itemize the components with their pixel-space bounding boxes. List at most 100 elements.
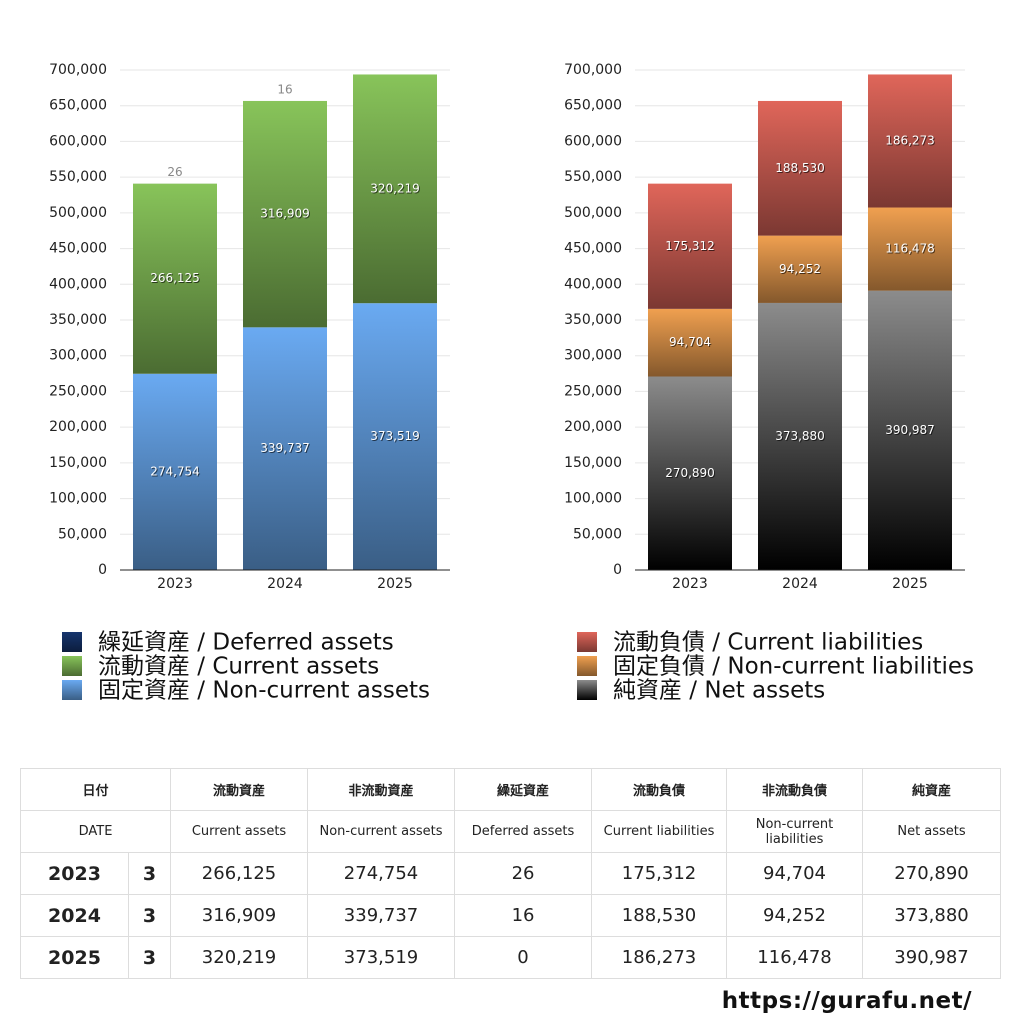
value-label: 316,909 — [260, 207, 310, 221]
value-label: 186,273 — [885, 133, 935, 147]
y-tick-label: 200,000 — [564, 419, 622, 435]
charts: 0 50,000 100,000 150,000 200,000 250,000 300,0… — [49, 62, 974, 704]
table-cell: 純資産 — [862, 768, 1002, 811]
legend-label: 流動負債 / Current liabilities — [613, 630, 923, 656]
table-cell: 94,252 — [726, 894, 864, 937]
table-cell: 373,880 — [862, 894, 1002, 937]
y-tick-label: 250,000 — [564, 383, 622, 399]
y-tick-label: 50,000 — [573, 526, 622, 542]
y-tick-label: 300,000 — [564, 348, 622, 364]
y-tick-label: 0 — [613, 562, 622, 578]
table-cell: 26 — [454, 852, 593, 895]
y-tick-label: 50,000 — [58, 526, 107, 542]
value-label-shadow: 373,880 — [776, 430, 826, 444]
legend-swatch — [577, 680, 597, 700]
y-tick-label: 200,000 — [49, 419, 107, 435]
bar-segment — [868, 74, 952, 208]
y-tick-label: 650,000 — [49, 98, 107, 114]
value-label-shadow: 274,754 — [151, 465, 201, 479]
x-tick-label: 2024 — [267, 576, 303, 592]
table-cell: Net assets — [862, 810, 1002, 853]
value-label-shadow: 339,737 — [261, 442, 311, 456]
header-row: DATE Current assets Non-current assets Defe… — [19, 810, 1002, 853]
legend-swatch — [577, 632, 597, 652]
table-cell: 2023 — [20, 852, 129, 895]
y-tick-label: 100,000 — [49, 491, 107, 507]
bar-segment — [648, 376, 732, 570]
y-tick-label: 350,000 — [564, 312, 622, 328]
y-tick-label: 400,000 — [49, 276, 107, 292]
y-tick-label: 600,000 — [564, 133, 622, 149]
bar-segment — [133, 373, 217, 570]
bar-segment — [243, 327, 327, 570]
y-tick-label: 450,000 — [564, 241, 622, 257]
value-label-shadow: 373,519 — [371, 430, 421, 444]
table-cell: 流動資産 — [170, 768, 309, 811]
x-tick-label: 2023 — [157, 576, 193, 592]
value-label: 188,530 — [775, 161, 825, 175]
bar-segment — [868, 207, 952, 291]
y-tick-label: 700,000 — [564, 62, 622, 78]
table-cell: 316,909 — [170, 894, 309, 937]
value-label: 390,987 — [885, 423, 935, 437]
value-label-shadow: 116,478 — [886, 243, 936, 257]
value-label: 16 — [277, 82, 292, 96]
value-label-shadow: 390,987 — [886, 424, 936, 438]
y-tick-label: 150,000 — [564, 455, 622, 471]
legend-swatch — [577, 656, 597, 676]
x-tick-label: 2025 — [892, 576, 928, 592]
table-cell: 日付 — [19, 768, 172, 811]
y-tick-label: 700,000 — [49, 62, 107, 78]
data-table: 日付 流動資産 非流動資産 繰延資産 流動負債 非流動負債 純資産 DATE Current a… — [19, 768, 1002, 979]
value-label-shadow: 186,273 — [886, 134, 936, 148]
value-label: 116,478 — [885, 242, 935, 256]
bar-segment — [133, 183, 217, 374]
bar-segment — [648, 183, 732, 309]
bar-segment — [758, 235, 842, 303]
table-cell: 186,273 — [591, 936, 728, 979]
value-label: 270,890 — [665, 466, 715, 480]
table-cell: 非流動資産 — [307, 768, 456, 811]
legend-label: 流動資産 / Current assets — [98, 654, 379, 680]
table-cell: 0 — [454, 936, 593, 979]
legend-swatch — [62, 656, 82, 676]
bar-segment — [648, 308, 732, 377]
y-tick-label: 450,000 — [49, 241, 107, 257]
y-tick-label: 500,000 — [49, 205, 107, 221]
y-tick-label: 550,000 — [49, 169, 107, 185]
legend-label: 固定資産 / Non-current assets — [98, 678, 430, 704]
value-label-shadow: 94,704 — [670, 336, 712, 350]
table-cell: 320,219 — [170, 936, 309, 979]
table-cell: 116,478 — [726, 936, 864, 979]
x-tick-label: 2023 — [672, 576, 708, 592]
value-label-shadow: 320,219 — [371, 182, 421, 196]
table-cell: Current assets — [170, 810, 309, 853]
bar-segment — [353, 303, 437, 570]
x-tick-label: 2024 — [782, 576, 818, 592]
value-label: 320,219 — [370, 181, 420, 195]
value-label: 266,125 — [150, 271, 200, 285]
value-label: 94,252 — [779, 262, 821, 276]
table-cell: 175,312 — [591, 852, 728, 895]
value-label: 373,519 — [370, 429, 420, 443]
table-cell: 339,737 — [307, 894, 456, 937]
table-cell: 188,530 — [591, 894, 728, 937]
table-cell: 16 — [454, 894, 593, 937]
legend-swatch — [62, 680, 82, 700]
legend-label: 繰延資産 / Deferred assets — [98, 630, 394, 656]
x-tick-label: 2025 — [377, 576, 413, 592]
value-label-shadow: 270,890 — [666, 467, 716, 481]
body-row: 2024 3 316,909 339,737 16 188,530 94,252 373,88… — [20, 894, 1002, 937]
header-row: 日付 流動資産 非流動資産 繰延資産 流動負債 非流動負債 純資産 — [19, 768, 1002, 811]
table-cell: 繰延資産 — [454, 768, 593, 811]
bar-segment — [758, 302, 842, 570]
site-url: https://gurafu.net/ — [721, 988, 972, 1014]
table-cell: 390,987 — [862, 936, 1002, 979]
table-cell: Non-current liabilities — [726, 810, 864, 853]
value-label: 274,754 — [150, 464, 200, 478]
y-tick-label: 250,000 — [49, 383, 107, 399]
table-cell: 2024 — [20, 894, 129, 937]
value-label-shadow: 188,530 — [776, 162, 826, 176]
value-label: 373,880 — [775, 429, 825, 443]
